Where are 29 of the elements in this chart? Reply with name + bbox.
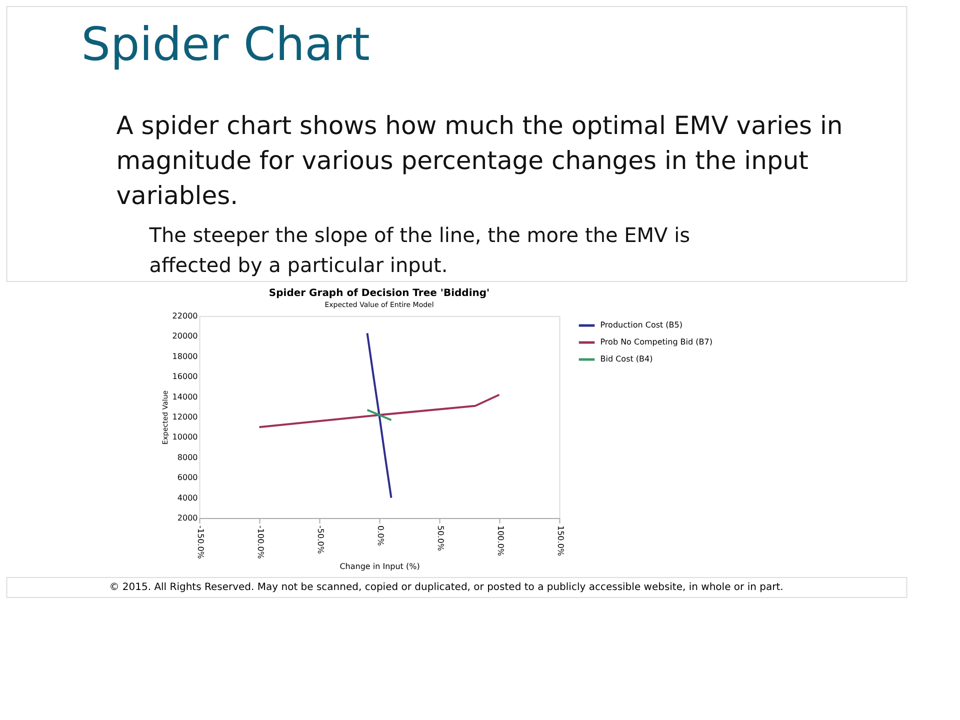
y-tick-label: 22000 [172,312,198,320]
text: © 2015. All Rights Reserved. May not be scanned, copied or duplicated, or posted to a publicly accessible website, in whole or in part. [109,582,784,593]
y-tick-label: 20000 [172,332,198,341]
y-tick-label: 6000 [177,473,198,482]
y-tick-label: 8000 [177,452,198,462]
text: Spider Chart [81,17,370,71]
x-tick-label: -100.0% [256,526,265,560]
x-tick-label: 150.0% [556,526,565,556]
line-series [258,394,500,428]
x-tick-label: 100.0% [496,526,505,556]
y-tick-label: 4000 [177,493,198,502]
y-tick-label: 18000 [172,352,198,361]
x-tick-label: -50.0% [316,526,325,554]
x-tick-label: 0.0% [376,526,385,546]
legend-label: Prob No Competing Bid (B7) [600,338,712,346]
legend-label: Production Cost (B5) [600,320,683,330]
legend-label: Bid Cost (B4) [600,354,653,364]
y-tick-label: 10000 [172,432,198,442]
y-tick-label: 12000 [172,412,198,422]
line-series [366,332,392,499]
x-tick-label: -150.0% [196,526,205,560]
x-axis-title: Change in Input (%) [340,562,420,571]
text: The steeper the slope of the line, the more the EMV is affected by a particular input. [148,223,690,277]
text: A spider chart shows how much the optimal EMV varies in magnitude for various percentage changes in the input variables. [116,111,843,210]
y-tick-label: 2000 [177,514,198,522]
y-tick-label: 16000 [172,372,198,382]
x-tick-label: 50.0% [436,526,445,552]
chart-title: Spider Graph of Decision Tree 'Bidding' [268,288,490,299]
y-tick-label: 14000 [172,392,198,402]
